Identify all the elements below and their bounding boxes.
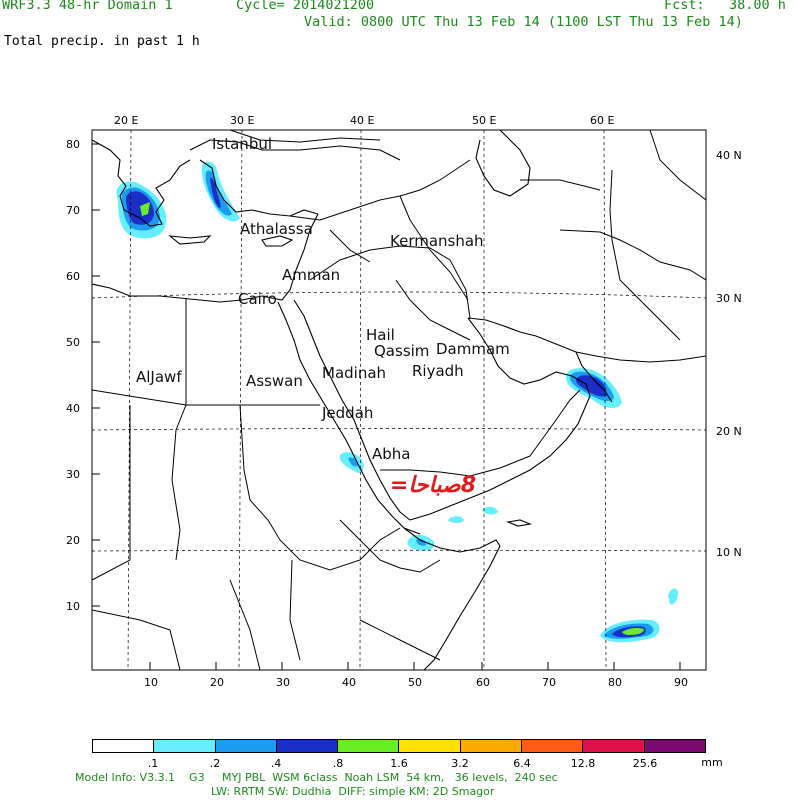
city-abha: Abha <box>372 445 410 463</box>
y-index-50: 50 <box>66 336 80 349</box>
lon-label-50e: 50 E <box>472 114 496 127</box>
city-jeddah: Jeddah <box>321 404 373 422</box>
frame-ticks <box>92 143 681 670</box>
x-index-40: 40 <box>342 676 356 689</box>
y-index-70: 70 <box>66 204 80 217</box>
x-index-50: 50 <box>408 676 422 689</box>
time-annotation: 8صباحا= <box>390 473 476 498</box>
country-borders <box>92 130 706 670</box>
y-index-60: 60 <box>66 270 80 283</box>
legend-swatch-4 <box>338 740 400 752</box>
city-madinah: Madinah <box>322 364 386 382</box>
legend-swatch-9 <box>644 740 705 752</box>
x-index-20: 20 <box>210 676 224 689</box>
y-index-80: 80 <box>66 138 80 151</box>
model-title: WRF3.3 48-hr Domain 1 <box>2 0 173 13</box>
city-istanbul: Istanbul <box>212 135 272 153</box>
legend-level-0: .1 <box>147 757 159 770</box>
latlon-grid <box>92 130 706 670</box>
coastlines <box>92 130 706 670</box>
legend-swatch-0 <box>93 740 155 752</box>
legend-level-4: 1.6 <box>390 757 408 770</box>
city-riyadh: Riyadh <box>412 362 464 380</box>
lon-label-60e: 60 E <box>590 114 614 127</box>
y-index-40: 40 <box>66 402 80 415</box>
legend-swatch-5 <box>399 740 461 752</box>
valid-time: Valid: 0800 UTC Thu 13 Feb 14 (1100 LST … <box>304 14 743 30</box>
precip-legend-bar <box>92 739 706 753</box>
city-dammam: Dammam <box>436 340 510 358</box>
legend-swatch-7 <box>522 740 584 752</box>
lat-label-40n: 40 N <box>716 149 742 162</box>
x-index-60: 60 <box>476 676 490 689</box>
lon-label-40e: 40 E <box>350 114 374 127</box>
forecast-hour: Fcst: 38.00 h <box>664 0 786 13</box>
lat-label-30n: 30 N <box>716 292 742 305</box>
legend-level-5: 3.2 <box>451 757 469 770</box>
precip-shading <box>116 161 678 643</box>
city-asswan: Asswan <box>246 372 303 390</box>
field-title: Total precip. in past 1 h <box>4 34 200 49</box>
legend-level-8: 25.6 <box>632 757 658 770</box>
legend-swatch-8 <box>583 740 645 752</box>
lon-label-20e: 20 E <box>114 114 138 127</box>
legend-swatch-3 <box>276 740 339 752</box>
plot-frame <box>91 129 707 671</box>
city-kermanshah: Kermanshah <box>390 232 484 250</box>
city-qassim: Qassim <box>374 342 429 360</box>
city-aljawf: AlJawf <box>136 368 182 386</box>
city-cairo: Cairo <box>238 290 277 308</box>
x-index-90: 90 <box>674 676 688 689</box>
legend-level-2: .4 <box>270 757 282 770</box>
city-amman: Amman <box>282 266 340 284</box>
x-index-30: 30 <box>276 676 290 689</box>
footer-physics-info: LW: RRTM SW: Dudhia DIFF: simple KM: 2D … <box>211 785 495 798</box>
legend-level-7: 12.8 <box>570 757 596 770</box>
lat-label-10n: 10 N <box>716 546 742 559</box>
y-index-20: 20 <box>66 534 80 547</box>
legend-swatch-2 <box>215 740 277 752</box>
legend-level-6: 6.4 <box>513 757 531 770</box>
legend-swatch-6 <box>460 740 523 752</box>
legend-level-3: .8 <box>332 757 344 770</box>
x-index-80: 80 <box>608 676 622 689</box>
legend-level-1: .2 <box>209 757 221 770</box>
footer-model-info: Model Info: V3.3.1 G3 MYJ PBL WSM 6class… <box>75 771 558 784</box>
legend-unit: mm <box>701 756 723 769</box>
city-hail: Hail <box>366 326 395 344</box>
lon-label-30e: 30 E <box>230 114 254 127</box>
city-athalassa: Athalassa <box>240 220 313 238</box>
y-index-10: 10 <box>66 600 80 613</box>
x-index-70: 70 <box>542 676 556 689</box>
cycle-label: Cycle= 2014021200 <box>236 0 375 13</box>
lat-label-20n: 20 N <box>716 425 742 438</box>
legend-swatch-1 <box>154 740 216 752</box>
x-index-10: 10 <box>144 676 158 689</box>
y-index-30: 30 <box>66 468 80 481</box>
